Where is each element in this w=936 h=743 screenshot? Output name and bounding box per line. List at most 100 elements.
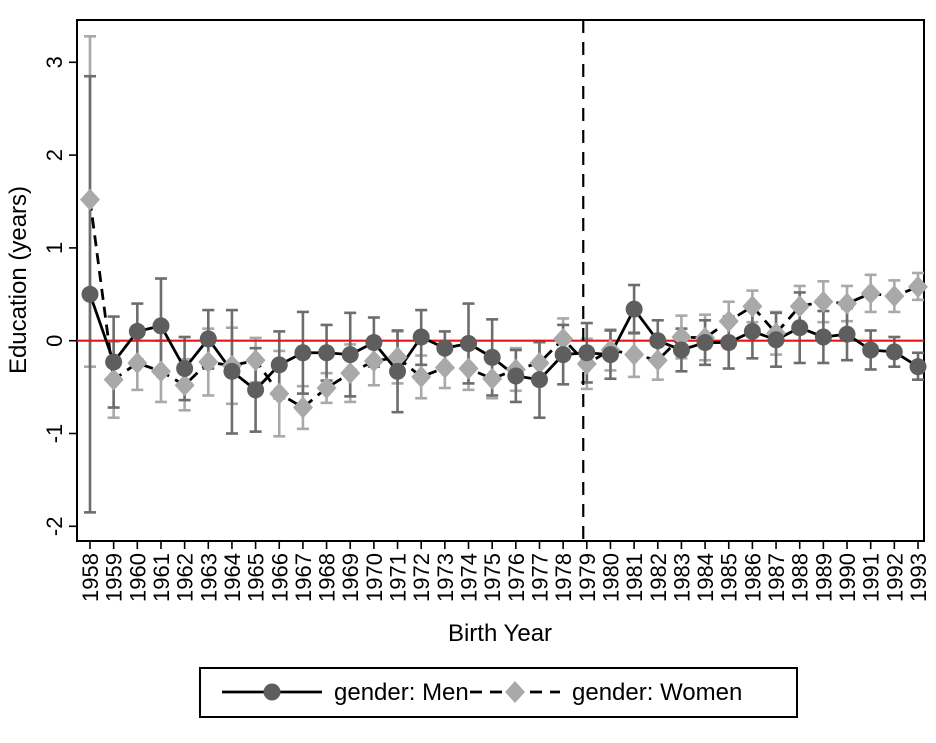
men-data-point [601,346,619,364]
men-data-point [743,322,761,340]
x-tick-label: 1988 [788,553,813,602]
women-data-point [411,365,432,388]
men-data-point [105,353,123,371]
men-data-point [814,328,832,346]
x-tick-label: 1960 [125,553,150,602]
x-tick-label: 1961 [149,553,174,602]
x-tick-label: 1992 [882,553,907,602]
women-data-point [907,275,928,298]
men-data-point [460,334,478,352]
men-data-point [791,319,809,337]
y-tick-label: 2 [42,149,67,161]
y-axis-title: Education (years) [5,186,32,374]
x-tick-label: 1977 [527,553,552,602]
x-tick-label: 1972 [409,553,434,602]
x-tick-label: 1979 [575,553,600,602]
y-tick-label: -2 [42,517,67,537]
men-data-point [270,356,288,374]
men-data-point [578,344,596,362]
women-data-point [292,396,313,419]
women-data-point [860,282,881,305]
legend-women-label: gender: Women [572,679,742,706]
women-data-point [789,295,810,318]
men-data-point [507,367,525,385]
y-tick-label: 1 [42,242,67,254]
men-data-point [247,381,265,399]
legend-men-circle-icon [263,683,281,701]
women-data-point [269,382,290,405]
x-tick-label: 1976 [504,553,529,602]
x-tick-label: 1970 [362,553,387,602]
men-data-point [767,331,785,349]
x-tick-label: 1991 [859,553,884,602]
men-data-point [649,332,667,350]
women-data-point [529,351,550,374]
men-data-point [554,346,572,364]
axis-ticks-layer: 1958195919601961196219631964196519661967… [42,56,931,602]
women-data-point [340,362,361,385]
men-data-point [294,344,312,362]
women-data-point [198,351,219,374]
men-data-point [838,325,856,343]
x-tick-label: 1986 [740,553,765,602]
women-data-point [174,374,195,397]
legend-men-label: gender: Men [334,679,469,706]
x-tick-label: 1985 [717,553,742,602]
women-data-point [245,349,266,372]
x-tick-label: 1983 [669,553,694,602]
men-data-point [365,334,383,352]
x-tick-label: 1966 [267,553,292,602]
men-data-point [483,348,501,366]
women-data-point [127,351,148,374]
men-data-point [885,343,903,361]
x-tick-label: 1962 [173,553,198,602]
men-data-point [672,341,690,359]
x-tick-label: 1980 [598,553,623,602]
x-tick-label: 1963 [196,553,221,602]
x-tick-label: 1982 [646,553,671,602]
x-tick-label: 1973 [433,553,458,602]
men-data-point [176,360,194,378]
y-tick-label: -1 [42,424,67,444]
men-data-point [152,317,170,335]
x-tick-label: 1964 [220,553,245,602]
women-data-point [742,295,763,318]
men-data-point [530,371,548,389]
women-data-point [80,188,100,211]
men-data-point [909,358,927,376]
men-data-point [862,341,880,359]
x-tick-label: 1959 [102,553,127,602]
women-data-point [434,356,455,379]
women-data-point [316,377,337,400]
x-tick-label: 1989 [811,553,836,602]
x-tick-label: 1968 [315,553,340,602]
women-data-point [103,368,124,391]
men-data-point [696,334,714,352]
women-data-point [837,292,858,315]
x-tick-label: 1975 [480,553,505,602]
x-axis-title: Birth Year [448,620,552,647]
x-tick-label: 1987 [764,553,789,602]
men-data-point [389,362,407,380]
men-data-point [436,339,454,357]
women-data-point [647,349,668,372]
x-tick-label: 1971 [386,553,411,602]
x-tick-label: 1958 [78,553,103,602]
men-data-point [128,322,146,340]
x-tick-label: 1967 [291,553,316,602]
x-tick-label: 1984 [693,553,718,602]
women-data-point [458,357,479,380]
men-data-point [81,285,99,303]
x-tick-label: 1993 [906,553,931,602]
x-tick-label: 1969 [338,553,363,602]
men-data-point [341,346,359,364]
y-tick-label: 3 [42,56,67,68]
x-tick-label: 1974 [457,553,482,602]
women-data-point [718,310,739,333]
x-tick-label: 1978 [551,553,576,602]
x-tick-label: 1990 [835,553,860,602]
men-data-point [223,362,241,380]
women-data-point [482,367,503,390]
